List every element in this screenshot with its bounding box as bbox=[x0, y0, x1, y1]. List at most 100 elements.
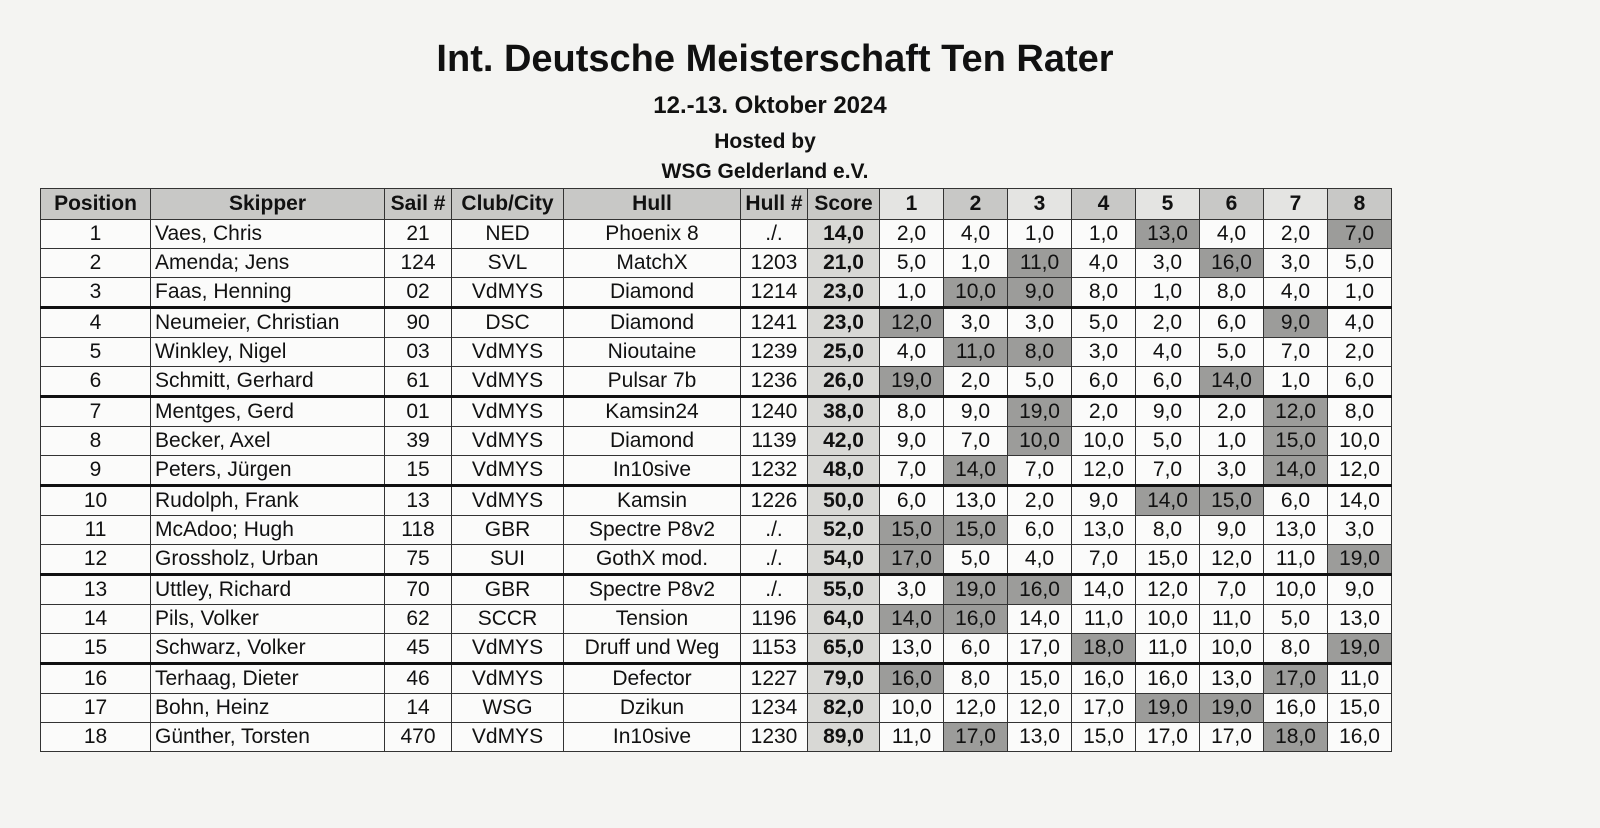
race-result: 14,0 bbox=[1199, 366, 1264, 398]
race-result: 16,0 bbox=[879, 663, 944, 694]
race-result: 9,0 bbox=[879, 426, 944, 456]
cell: VdMYS bbox=[451, 337, 564, 367]
race-result: 4,0 bbox=[1199, 219, 1264, 249]
cell: 82,0 bbox=[807, 693, 880, 723]
race-result: 4,0 bbox=[1007, 544, 1072, 576]
race-result: 11,0 bbox=[1007, 248, 1072, 278]
column-header: 1 bbox=[879, 188, 944, 220]
race-result: 5,0 bbox=[1199, 337, 1264, 367]
race-result: 3,0 bbox=[1263, 248, 1328, 278]
cell: 48,0 bbox=[807, 455, 880, 487]
race-result: 9,0 bbox=[1327, 574, 1392, 605]
cell: Vaes, Chris bbox=[150, 219, 385, 249]
cell: 5 bbox=[40, 337, 151, 367]
cell: 46 bbox=[384, 663, 452, 694]
race-result: 4,0 bbox=[1327, 307, 1392, 338]
result-row: 14 Pils, Volker 62 SCCR Tension 1196 64,0 14,0 1… bbox=[40, 604, 1392, 634]
race-result: 15,0 bbox=[1263, 426, 1328, 456]
cell: 15 bbox=[384, 455, 452, 487]
race-result: 1,0 bbox=[1327, 277, 1392, 309]
cell: VdMYS bbox=[451, 455, 564, 487]
cell: Phoenix 8 bbox=[563, 219, 741, 249]
cell: 1232 bbox=[740, 455, 808, 487]
race-result: 18,0 bbox=[1071, 633, 1136, 665]
cell: Günther, Torsten bbox=[150, 722, 385, 752]
cell: In10sive bbox=[563, 455, 741, 487]
cell: 1226 bbox=[740, 485, 808, 516]
title: Int. Deutsche Meisterschaft Ten Rater bbox=[436, 38, 1114, 80]
race-result: 5,0 bbox=[1135, 426, 1200, 456]
race-result: 9,0 bbox=[1007, 277, 1072, 309]
cell: Pulsar 7b bbox=[563, 366, 741, 398]
race-result: 1,0 bbox=[1135, 277, 1200, 309]
cell: 12 bbox=[40, 544, 151, 576]
race-result: 17,0 bbox=[1263, 663, 1328, 694]
cell: Tension bbox=[563, 604, 741, 634]
cell: 03 bbox=[384, 337, 452, 367]
race-result: 16,0 bbox=[1071, 663, 1136, 694]
cell: Pils, Volker bbox=[150, 604, 385, 634]
cell: WSG bbox=[451, 693, 564, 723]
race-result: 17,0 bbox=[943, 722, 1008, 752]
cell: Winkley, Nigel bbox=[150, 337, 385, 367]
race-result: 14,0 bbox=[943, 455, 1008, 487]
race-result: 8,0 bbox=[879, 396, 944, 427]
result-row: 9 Peters, Jürgen 15 VdMYS In10sive 1232 48,0 7,… bbox=[40, 455, 1392, 487]
race-result: 11,0 bbox=[943, 337, 1008, 367]
race-result: 5,0 bbox=[1071, 307, 1136, 338]
cell: GBR bbox=[451, 515, 564, 545]
race-result: 19,0 bbox=[879, 366, 944, 398]
cell: VdMYS bbox=[451, 485, 564, 516]
race-result: 14,0 bbox=[879, 604, 944, 634]
race-result: 8,0 bbox=[1327, 396, 1392, 427]
cell: Becker, Axel bbox=[150, 426, 385, 456]
race-result: 9,0 bbox=[943, 396, 1008, 427]
result-row: 4 Neumeier, Christian 90 DSC Diamond 1241 23,0… bbox=[40, 307, 1392, 338]
cell: 11 bbox=[40, 515, 151, 545]
cell: SCCR bbox=[451, 604, 564, 634]
result-row: 15 Schwarz, Volker 45 VdMYS Druff und Weg 115… bbox=[40, 633, 1392, 665]
cell: 4 bbox=[40, 307, 151, 338]
race-result: 5,0 bbox=[1007, 366, 1072, 398]
race-result: 11,0 bbox=[1263, 544, 1328, 576]
cell: 3 bbox=[40, 277, 151, 309]
race-result: 2,0 bbox=[943, 366, 1008, 398]
race-result: 19,0 bbox=[1327, 633, 1392, 665]
race-result: 10,0 bbox=[1071, 426, 1136, 456]
result-row: 2 Amenda; Jens 124 SVL MatchX 1203 21,0 5,0 1,0 1… bbox=[40, 248, 1392, 278]
column-header: 5 bbox=[1135, 188, 1200, 220]
race-result: 7,0 bbox=[1071, 544, 1136, 576]
result-row: 18 Günther, Torsten 470 VdMYS In10sive 1230 89… bbox=[40, 722, 1392, 752]
race-result: 16,0 bbox=[943, 604, 1008, 634]
race-result: 7,0 bbox=[943, 426, 1008, 456]
column-header: Position bbox=[40, 188, 151, 220]
race-result: 3,0 bbox=[1199, 455, 1264, 487]
race-result: 5,0 bbox=[1327, 248, 1392, 278]
race-result: 14,0 bbox=[1327, 485, 1392, 516]
race-result: 2,0 bbox=[1071, 396, 1136, 427]
cell: 61 bbox=[384, 366, 452, 398]
race-result: 19,0 bbox=[1327, 544, 1392, 576]
race-result: 10,0 bbox=[1199, 633, 1264, 665]
cell: VdMYS bbox=[451, 396, 564, 427]
result-row: 13 Uttley, Richard 70 GBR Spectre P8v2 ./. 55,… bbox=[40, 574, 1392, 605]
cell: Mentges, Gerd bbox=[150, 396, 385, 427]
race-result: 12,0 bbox=[943, 693, 1008, 723]
race-result: 10,0 bbox=[943, 277, 1008, 309]
column-header: Club/City bbox=[451, 188, 564, 220]
race-result: 19,0 bbox=[1199, 693, 1264, 723]
cell: 6 bbox=[40, 366, 151, 398]
cell: ./. bbox=[740, 219, 808, 249]
race-result: 6,0 bbox=[943, 633, 1008, 665]
race-result: 16,0 bbox=[1007, 574, 1072, 605]
race-result: 14,0 bbox=[1135, 485, 1200, 516]
race-result: 15,0 bbox=[1071, 722, 1136, 752]
cell: Faas, Henning bbox=[150, 277, 385, 309]
cell: SVL bbox=[451, 248, 564, 278]
race-result: 17,0 bbox=[1071, 693, 1136, 723]
cell: ./. bbox=[740, 515, 808, 545]
cell: 470 bbox=[384, 722, 452, 752]
race-result: 2,0 bbox=[1135, 307, 1200, 338]
result-row: 12 Grossholz, Urban 75 SUI GothX mod. ./. 54,0… bbox=[40, 544, 1392, 576]
race-result: 12,0 bbox=[1199, 544, 1264, 576]
